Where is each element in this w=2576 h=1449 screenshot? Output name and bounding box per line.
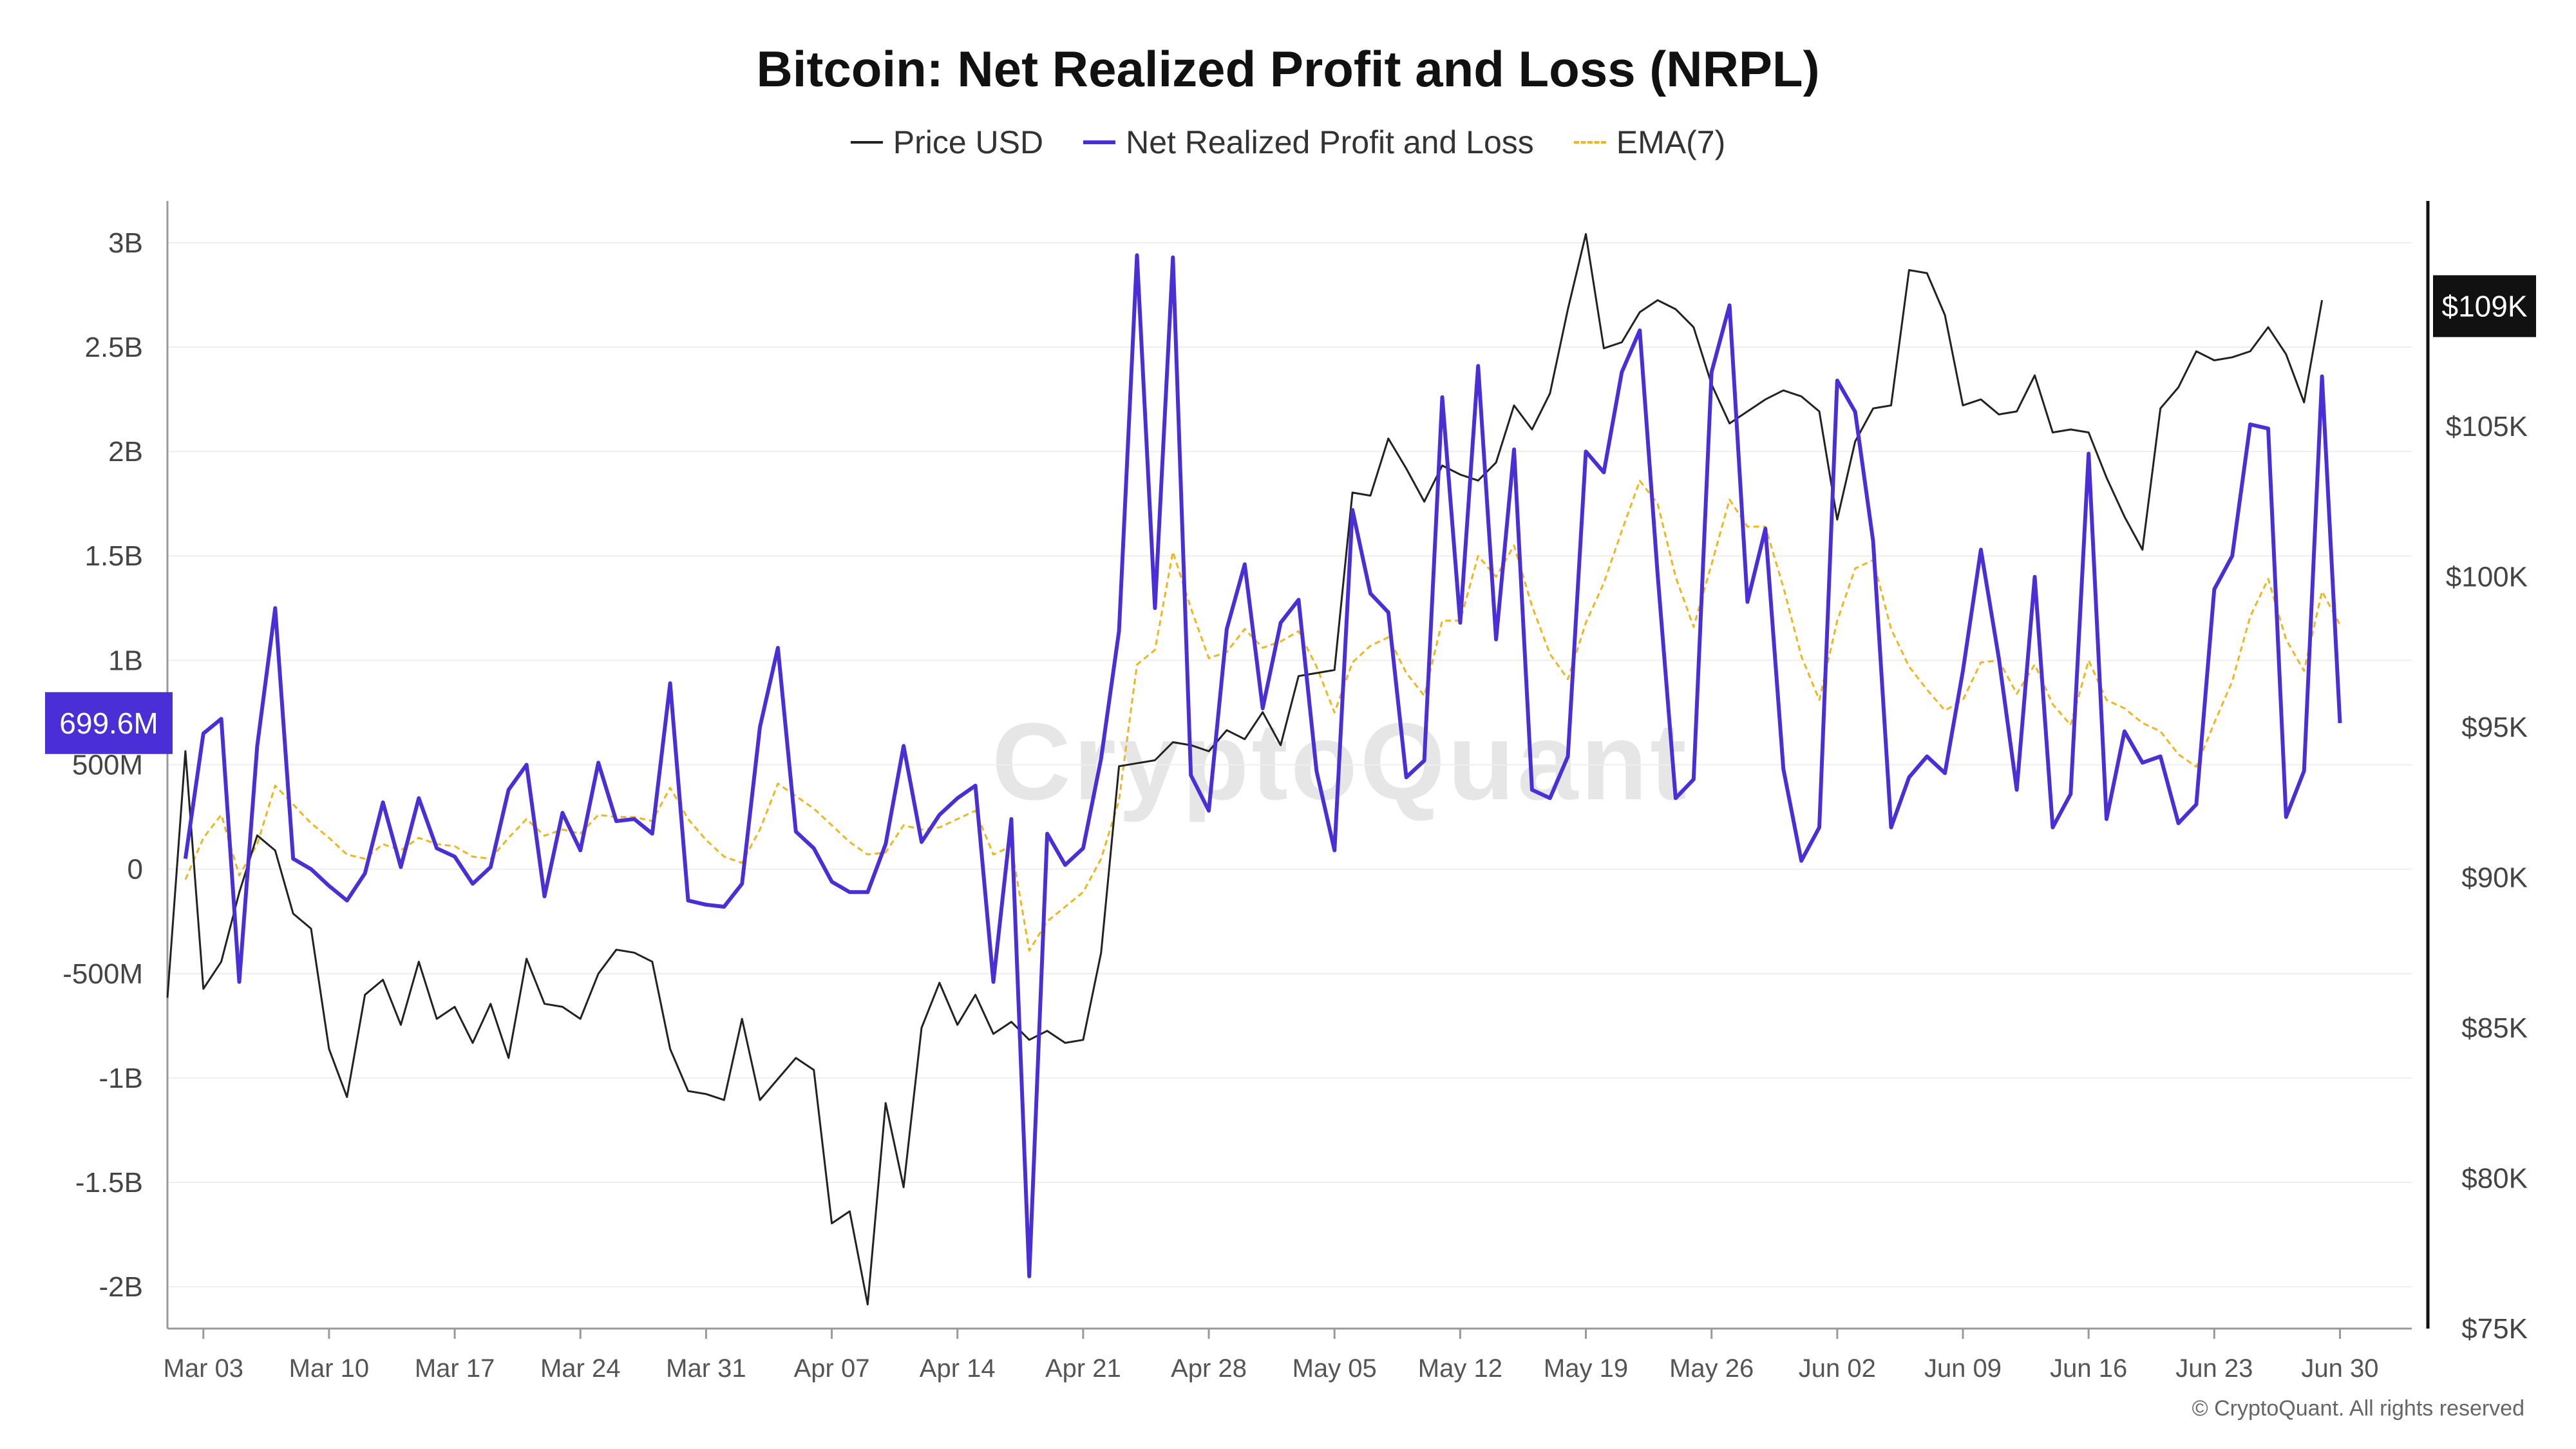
x-tick-label: Mar 24 bbox=[540, 1354, 621, 1383]
x-tick-label: Jun 30 bbox=[2301, 1354, 2378, 1383]
legend-swatch-nrpl bbox=[1083, 140, 1116, 144]
x-tick-label: Mar 10 bbox=[289, 1354, 370, 1383]
x-tick-label: Mar 17 bbox=[415, 1354, 495, 1383]
left-tick-label: 3B bbox=[108, 227, 143, 259]
right-tick-label: $90K bbox=[2461, 862, 2528, 894]
nrpl-line bbox=[183, 253, 2342, 1278]
x-tick-label: May 12 bbox=[1418, 1354, 1502, 1383]
x-tick-label: Mar 03 bbox=[164, 1354, 244, 1383]
left-tick-label: 2B bbox=[108, 436, 143, 468]
x-tick-label: Apr 14 bbox=[920, 1354, 996, 1383]
legend-item-price[interactable]: Price USD bbox=[850, 124, 1044, 161]
right-tick-label: $80K bbox=[2461, 1163, 2528, 1195]
left-tick-label: -500M bbox=[62, 958, 143, 990]
legend-swatch-ema bbox=[1573, 141, 1606, 144]
price-line bbox=[166, 232, 2324, 1306]
x-tick-label: Jun 02 bbox=[1799, 1354, 1876, 1383]
copyright-text: © CryptoQuant. All rights reserved bbox=[2192, 1396, 2524, 1421]
x-tick-label: May 05 bbox=[1293, 1354, 1377, 1383]
x-axis-ticks: Mar 03 Mar 10 Mar 17 Mar 24 Mar 31 Apr 07 Apr … bbox=[164, 1329, 2379, 1383]
right-axis-ticks: $105K $100K $95K $90K $85K $80K $75K bbox=[2446, 411, 2528, 1345]
x-tick-label: Apr 21 bbox=[1045, 1354, 1121, 1383]
x-tick-label: Mar 31 bbox=[666, 1354, 746, 1383]
x-tick-label: Jun 16 bbox=[2050, 1354, 2127, 1383]
nrpl-value-badge-label: 699.6M bbox=[59, 706, 158, 740]
price-value-badge-label: $109K bbox=[2441, 289, 2527, 323]
right-tick-label: $85K bbox=[2461, 1012, 2528, 1044]
left-tick-label: -1.5B bbox=[75, 1167, 143, 1198]
chart-legend: Price USD Net Realized Profit and Loss E… bbox=[0, 124, 2576, 161]
left-axis-ticks: 3B 2.5B 2B 1.5B 1B 500M 0 -500M -1B -1.5B -2B bbox=[62, 227, 143, 1303]
nrpl-value-badge bbox=[45, 692, 173, 754]
x-tick-label: Jun 23 bbox=[2175, 1354, 2253, 1383]
x-tick-label: May 26 bbox=[1669, 1354, 1754, 1383]
left-tick-label: 2.5B bbox=[84, 332, 143, 363]
legend-label-ema: EMA(7) bbox=[1616, 124, 1726, 160]
left-tick-label: 1B bbox=[108, 645, 143, 676]
legend-label-nrpl: Net Realized Profit and Loss bbox=[1126, 124, 1534, 160]
chart-title: Bitcoin: Net Realized Profit and Loss (N… bbox=[756, 41, 1820, 97]
x-tick-label: May 19 bbox=[1544, 1354, 1628, 1383]
series-lines bbox=[166, 232, 2342, 1306]
legend-swatch-price bbox=[850, 141, 883, 144]
left-tick-label: -2B bbox=[99, 1271, 143, 1303]
x-tick-label: Jun 09 bbox=[1924, 1354, 2002, 1383]
right-tick-label: $100K bbox=[2446, 562, 2528, 593]
legend-item-nrpl[interactable]: Net Realized Profit and Loss bbox=[1083, 124, 1534, 161]
left-tick-label: 500M bbox=[72, 750, 143, 781]
right-tick-label: $95K bbox=[2461, 712, 2528, 743]
price-value-badge bbox=[2433, 275, 2536, 337]
right-tick-label: $75K bbox=[2461, 1313, 2528, 1345]
legend-item-ema[interactable]: EMA(7) bbox=[1573, 124, 1726, 161]
value-badges: 699.6M $109K bbox=[45, 275, 2536, 754]
right-tick-label: $105K bbox=[2446, 411, 2528, 442]
left-tick-label: 0 bbox=[128, 854, 143, 886]
left-tick-label: 1.5B bbox=[84, 540, 143, 572]
grid-lines bbox=[167, 242, 2412, 1288]
legend-label-price: Price USD bbox=[893, 124, 1044, 160]
x-tick-label: Apr 07 bbox=[794, 1354, 870, 1383]
left-tick-label: -1B bbox=[99, 1063, 143, 1094]
x-tick-label: Apr 28 bbox=[1171, 1354, 1247, 1383]
ema-line bbox=[184, 480, 2341, 952]
